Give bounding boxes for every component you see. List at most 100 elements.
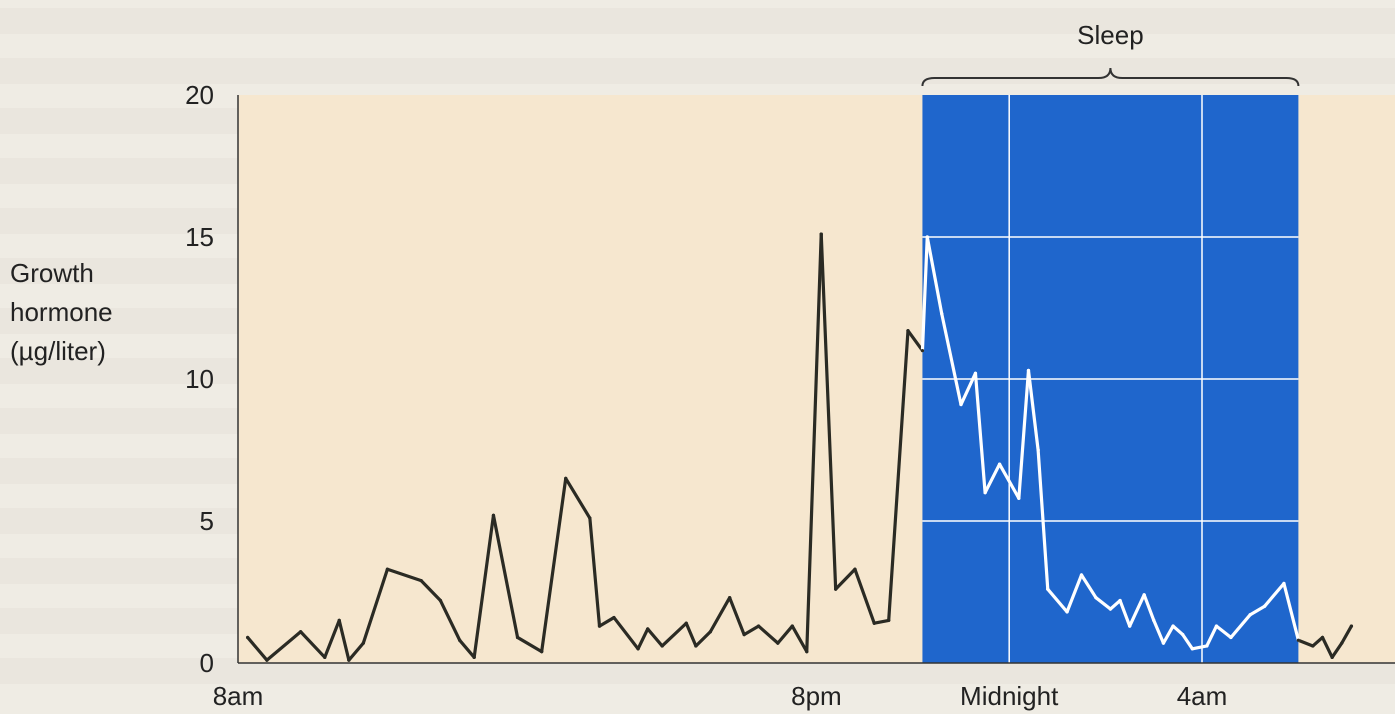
series-segment-awake [323, 618, 341, 659]
series-segment-sleep [1205, 624, 1219, 648]
series-segment-awake [1311, 635, 1325, 648]
series-segment-awake [540, 476, 568, 654]
series-segment-sleep [1190, 644, 1209, 651]
data-point [597, 624, 602, 628]
sleep-bracket [921, 67, 1300, 87]
data-point [1214, 624, 1219, 628]
series-segment-awake [819, 232, 838, 591]
data-point [1181, 633, 1185, 637]
series-segment-awake [684, 621, 698, 648]
background-text-stripe [0, 58, 1395, 84]
x-tick-labels: 8am 8pm Midnight 4am [213, 681, 1228, 711]
data-point [491, 513, 496, 517]
data-point [1311, 644, 1315, 648]
series-segment-awake [906, 329, 925, 353]
data-point [920, 349, 925, 353]
series-segment-sleep [959, 371, 978, 407]
data-point [1026, 368, 1031, 373]
data-point [1190, 647, 1194, 651]
data-point [564, 476, 568, 480]
series-segment-awake [491, 513, 520, 640]
series-segment-sleep [1214, 624, 1233, 640]
background-text-stripe [0, 8, 1395, 34]
series-segment-awake [834, 567, 857, 591]
data-point [612, 615, 616, 620]
data-point [684, 621, 688, 625]
data-point [323, 655, 327, 659]
series-segment-sleep [1161, 624, 1175, 645]
data-point [1036, 448, 1040, 452]
data-point [1128, 624, 1132, 628]
data-point [472, 655, 476, 659]
data-point [694, 644, 698, 648]
series-segment-sleep [1263, 581, 1286, 608]
series-segment-awake [872, 618, 891, 625]
data-point [906, 329, 910, 333]
data-point [728, 596, 732, 600]
series-segment-sleep [1017, 368, 1031, 500]
data-point [1017, 496, 1021, 500]
y-tick-label: 20 [185, 80, 214, 110]
y-axis-label-line-3: (µg/liter) [10, 336, 106, 366]
series-segment-sleep [1065, 573, 1084, 614]
data-point [1079, 573, 1084, 577]
series-segment-sleep [1128, 593, 1146, 628]
data-point [1296, 638, 1300, 642]
x-tick-label: Midnight [960, 681, 1059, 711]
data-point [1330, 655, 1334, 659]
data-point [1349, 624, 1354, 628]
series-segment-awake [588, 516, 602, 628]
data-point [265, 658, 269, 662]
series-segment-sleep [920, 235, 929, 353]
series-segment-awake [728, 596, 746, 637]
data-point [419, 579, 423, 583]
series-segment-sleep [1152, 618, 1166, 645]
series-segment-awake [694, 630, 712, 648]
data-point [1161, 641, 1166, 645]
series-segment-awake [636, 627, 650, 651]
data-point [853, 567, 857, 571]
series-segment-awake [361, 567, 390, 645]
data-point [337, 618, 341, 623]
data-point [973, 371, 978, 375]
data-point [1320, 635, 1325, 640]
series-segment-awake [564, 476, 592, 520]
data-point [1108, 607, 1113, 611]
y-axis-label: Growth hormone (µg/liter) [10, 258, 113, 366]
series-segment-awake [742, 624, 761, 637]
series-segment-awake [265, 630, 303, 662]
series-segment-awake [458, 638, 476, 659]
series-segment-sleep [1171, 624, 1185, 637]
data-point [1263, 604, 1267, 608]
data-point [959, 402, 963, 407]
data-point [925, 235, 929, 239]
series-segment-sleep [997, 462, 1021, 500]
data-point [790, 624, 794, 628]
sleep-band-grid [922, 95, 1299, 663]
series-segment-awake [805, 232, 823, 654]
data-point [361, 641, 365, 645]
series-segment-sleep [1046, 587, 1069, 614]
data-point [385, 567, 390, 571]
series-segment-awake [887, 329, 910, 623]
series-segment-sleep [1108, 598, 1122, 611]
y-tick-label: 0 [200, 648, 214, 678]
series-segment-sleep [1036, 448, 1050, 591]
series-segment-sleep [1229, 613, 1252, 640]
data-point [1205, 644, 1209, 648]
data-point [1282, 581, 1286, 586]
series-segment-sleep [1079, 573, 1098, 600]
series-segment-awake [1340, 624, 1354, 645]
data-point [756, 624, 761, 628]
data-point [646, 627, 650, 631]
data-point [887, 618, 891, 623]
data-point [636, 647, 640, 651]
data-point [834, 587, 838, 591]
data-point [708, 630, 712, 634]
data-point [1340, 641, 1344, 645]
sleep-label: Sleep [1077, 20, 1144, 50]
series-segment-sleep [1026, 368, 1040, 452]
series-segment-sleep [1118, 598, 1132, 628]
data-point [347, 658, 351, 662]
data-point [1171, 624, 1175, 628]
